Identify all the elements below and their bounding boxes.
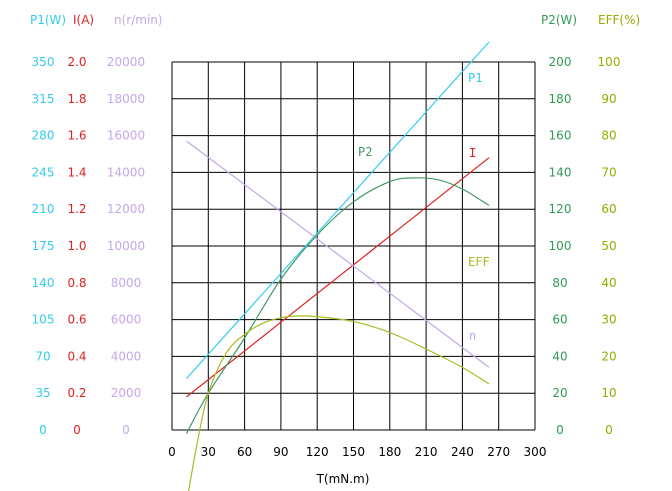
speed-tick-label: 0 (122, 423, 130, 437)
p1-tick-label: 175 (32, 239, 55, 253)
p1-tick-label: 280 (32, 129, 55, 143)
current-tick-label: 1.0 (67, 239, 86, 253)
speed-curve (186, 140, 490, 368)
p2-tick-label: 180 (549, 92, 572, 106)
x-tick-label: 240 (451, 445, 474, 459)
eff-tick-label: 30 (601, 313, 616, 327)
current-tick-label: 0.6 (67, 313, 86, 327)
eff-axis-header: EFF(%) (598, 13, 640, 27)
current-tick-label: 0.8 (67, 276, 86, 290)
right-axis-tick-labels: 2001801601401201008060402001009080706050… (549, 55, 621, 437)
curves (185, 41, 490, 491)
speed-tick-label: 6000 (111, 313, 142, 327)
x-tick-label: 120 (306, 445, 329, 459)
p2-tick-label: 160 (549, 129, 572, 143)
speed-tick-label: 8000 (111, 276, 142, 290)
speed-tick-label: 10000 (107, 239, 145, 253)
p1-curve (186, 41, 490, 379)
p1-tick-label: 350 (32, 55, 55, 69)
i-curve (186, 157, 490, 398)
i-curve-label: I (469, 146, 476, 160)
speed-tick-label: 16000 (107, 129, 145, 143)
p1-axis-header: P1(W) (30, 13, 66, 27)
speed-tick-label: 20000 (107, 55, 145, 69)
speed-tick-label: 4000 (111, 349, 142, 363)
current-tick-label: 1.2 (67, 202, 86, 216)
x-axis-tick-labels: 0 30 60 90 120 150 180 210 240 270 300 (168, 445, 546, 459)
speed-tick-label: 2000 (111, 386, 142, 400)
current-tick-label: 1.6 (67, 129, 86, 143)
current-axis-header: I(A) (73, 13, 94, 27)
speed-tick-label: 18000 (107, 92, 145, 106)
x-tick-label: 90 (273, 445, 288, 459)
p2-tick-label: 40 (552, 349, 567, 363)
current-tick-label: 2.0 (67, 55, 86, 69)
n-curve-label: n (469, 329, 476, 343)
eff-curve (188, 315, 490, 491)
p2-tick-label: 200 (549, 55, 572, 69)
p2-tick-label: 100 (549, 239, 572, 253)
eff-tick-label: 50 (601, 239, 616, 253)
x-tick-label: 300 (524, 445, 547, 459)
eff-curve-label: EFF (468, 255, 490, 269)
eff-tick-label: 90 (601, 92, 616, 106)
p1-tick-label: 245 (32, 165, 55, 179)
p1-tick-label: 315 (32, 92, 55, 106)
p2-tick-label: 20 (552, 386, 567, 400)
x-axis-title: T(mN.m) (316, 472, 370, 486)
x-tick-label: 270 (487, 445, 510, 459)
current-tick-label: 1.8 (67, 92, 86, 106)
eff-tick-label: 100 (598, 55, 621, 69)
x-tick-label: 150 (342, 445, 365, 459)
p2-tick-label: 0 (556, 423, 564, 437)
p1-tick-label: 140 (32, 276, 55, 290)
x-tick-label: 60 (237, 445, 252, 459)
p1-tick-label: 210 (32, 202, 55, 216)
left-axis-tick-labels: 350315280245210175140105703502.01.81.61.… (32, 55, 146, 437)
x-tick-label: 180 (378, 445, 401, 459)
eff-tick-label: 0 (605, 423, 613, 437)
eff-tick-label: 60 (601, 202, 616, 216)
speed-axis-header: n(r/min) (114, 13, 163, 27)
current-tick-label: 0.2 (67, 386, 86, 400)
p2-tick-label: 60 (552, 313, 567, 327)
current-tick-label: 0.4 (67, 349, 86, 363)
speed-tick-label: 14000 (107, 165, 145, 179)
p1-tick-label: 70 (35, 349, 50, 363)
current-tick-label: 1.4 (67, 165, 86, 179)
p2-tick-label: 140 (549, 165, 572, 179)
current-tick-label: 0 (73, 423, 81, 437)
speed-tick-label: 12000 (107, 202, 145, 216)
eff-tick-label: 20 (601, 349, 616, 363)
p2-tick-label: 80 (552, 276, 567, 290)
x-tick-label: 0 (168, 445, 176, 459)
p2-curve-label: P2 (358, 145, 372, 159)
p1-curve-label: P1 (468, 71, 482, 85)
p1-tick-label: 105 (32, 313, 55, 327)
p2-axis-header: P2(W) (541, 13, 577, 27)
p1-tick-label: 0 (39, 423, 47, 437)
p2-curve (185, 177, 490, 434)
eff-tick-label: 70 (601, 165, 616, 179)
x-tick-label: 210 (415, 445, 438, 459)
eff-tick-label: 10 (601, 386, 616, 400)
p2-tick-label: 120 (549, 202, 572, 216)
eff-tick-label: 80 (601, 129, 616, 143)
eff-tick-label: 40 (601, 276, 616, 290)
x-tick-label: 30 (201, 445, 216, 459)
p1-tick-label: 35 (35, 386, 50, 400)
